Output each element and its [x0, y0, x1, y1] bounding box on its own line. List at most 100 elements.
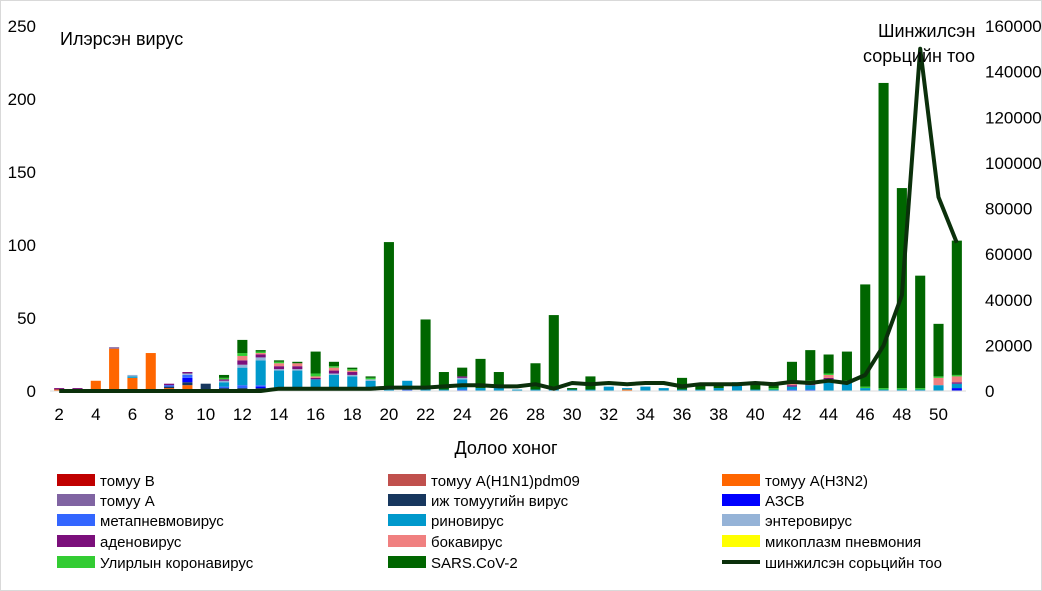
- bar-segment: [383, 242, 394, 389]
- legend-label: метапневмовирус: [100, 513, 224, 530]
- legend-swatch: [57, 556, 95, 568]
- right-tick-label: 60000: [985, 245, 1032, 264]
- bar-segment: [109, 347, 120, 349]
- bar-segment: [109, 348, 120, 391]
- legend-label: энтеровирус: [765, 513, 853, 530]
- left-tick-label: 0: [27, 382, 36, 401]
- bar-segment: [878, 388, 889, 390]
- bar-segment: [365, 379, 376, 381]
- bar-segment: [164, 386, 175, 389]
- bar-segment: [457, 367, 468, 377]
- bar-segment: [530, 363, 541, 390]
- bar-segment: [182, 373, 193, 375]
- x-tick-label: 8: [164, 405, 173, 424]
- bar-segment: [786, 361, 797, 383]
- bar-segment: [585, 389, 596, 391]
- legend-swatch: [722, 514, 760, 526]
- bar-segment: [292, 366, 303, 370]
- bar-segment: [273, 366, 285, 370]
- bar-segment: [182, 377, 193, 383]
- left-tick-label: 250: [8, 17, 36, 36]
- bar-segment: [860, 386, 871, 389]
- bar-segment: [255, 360, 266, 386]
- bar-segment: [292, 369, 303, 371]
- x-tick-label: 46: [856, 405, 875, 424]
- bar-segment: [200, 383, 211, 391]
- bar-segment: [750, 389, 761, 391]
- x-tick-label: 38: [709, 405, 728, 424]
- bar-segment: [255, 386, 266, 389]
- x-tick-label: 14: [270, 405, 289, 424]
- bar-segment: [164, 385, 175, 387]
- x-tick-label: 22: [416, 405, 435, 424]
- bar-segment: [310, 376, 321, 378]
- bar-segment: [933, 377, 944, 386]
- x-tick-label: 32: [599, 405, 618, 424]
- bar-segment: [805, 385, 816, 390]
- bar-segment: [823, 373, 834, 375]
- x-tick-label: 4: [91, 405, 100, 424]
- bar-segment: [182, 374, 193, 378]
- bar-segment: [219, 382, 230, 387]
- bar-segment: [255, 353, 266, 355]
- x-tick-label: 40: [746, 405, 765, 424]
- right-tick-label: 40000: [985, 291, 1032, 310]
- bar-segment: [402, 389, 413, 391]
- bar-segment: [164, 383, 175, 386]
- bar-segment: [438, 389, 449, 391]
- bar-segment: [182, 382, 193, 386]
- bar-segment: [933, 323, 944, 377]
- bar-segment: [603, 386, 614, 391]
- bar-segment: [255, 357, 266, 361]
- legend-label: томуу A(H1N1)pdm09: [431, 473, 580, 490]
- bar-segment: [219, 377, 230, 380]
- bar-segment: [896, 388, 907, 390]
- x-tick-label: 6: [128, 405, 137, 424]
- samples-line: [59, 46, 959, 393]
- bar-segment: [347, 367, 358, 370]
- x-axis-ticks: 2 4 6 8 10 12 14 16 18 20 22 24 26 28 30 32 34 36 38 40 42 44…: [54, 405, 948, 424]
- bar-segment: [90, 380, 101, 391]
- bar-segment: [292, 363, 303, 367]
- x-tick-label: 12: [233, 405, 252, 424]
- right-tick-label: 0: [985, 382, 994, 401]
- right-tick-label: 20000: [985, 336, 1032, 355]
- bar-segment: [768, 388, 779, 390]
- legend-swatch: [57, 474, 95, 486]
- bar-segment: [328, 361, 339, 367]
- bar-segment: [237, 360, 248, 365]
- left-tick-label: 50: [17, 309, 36, 328]
- bar-segment: [273, 369, 285, 371]
- bar-segment: [237, 355, 248, 361]
- bar-segment: [255, 351, 266, 354]
- legend-label: томуу A: [100, 493, 155, 510]
- bar-segment: [237, 353, 248, 356]
- bar-segment: [915, 389, 926, 391]
- legend-swatch: [388, 535, 426, 547]
- legend-label: SARS.CoV-2: [431, 555, 518, 572]
- bar-segment: [54, 389, 65, 391]
- bar-segment: [328, 373, 339, 375]
- x-tick-label: 42: [782, 405, 801, 424]
- bar-segment: [328, 366, 339, 368]
- x-axis-title: Долоо хоног: [454, 438, 557, 458]
- bar-segment: [567, 389, 578, 391]
- bar-segment: [365, 377, 376, 380]
- left-axis-title: Илэрсэн вирус: [60, 29, 183, 49]
- bar-segment: [127, 376, 138, 378]
- legend-swatch: [388, 514, 426, 526]
- bar-segment: [896, 389, 907, 391]
- bar-segment: [365, 376, 376, 378]
- bar-segment: [328, 367, 339, 371]
- bar-segment: [127, 377, 138, 391]
- bar-segment: [933, 385, 944, 391]
- bar-segment: [127, 374, 138, 377]
- bar-segment: [402, 380, 413, 390]
- legend: томуу B томуу A(H1N1)pdm09 томуу A(H3N2) то…: [57, 473, 942, 572]
- bar-segment: [328, 374, 339, 389]
- bar-segment: [786, 383, 797, 386]
- bar-segment: [695, 383, 706, 390]
- legend-swatch: [388, 494, 426, 506]
- bar-segment: [54, 388, 65, 390]
